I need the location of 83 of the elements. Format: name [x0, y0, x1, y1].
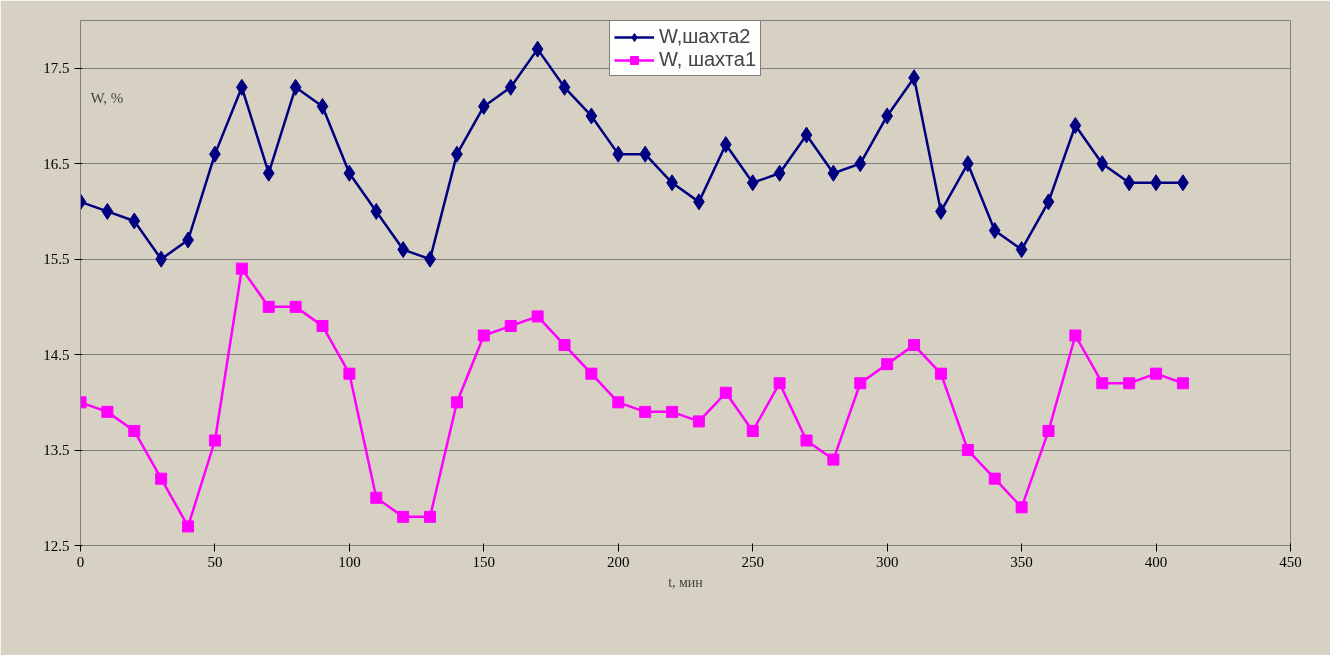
point: [262, 300, 275, 313]
point: [343, 164, 356, 182]
point: [1042, 424, 1055, 437]
x-tick-label: 150: [472, 553, 496, 570]
point: [128, 212, 141, 230]
point: [289, 300, 302, 313]
point: [558, 339, 571, 352]
x-tick-label: 350: [1010, 553, 1033, 570]
y-tick-label: 14.5: [43, 346, 70, 363]
x-axis-title: t, мин: [668, 574, 704, 590]
point: [827, 164, 840, 182]
x-tick-label: 300: [875, 553, 899, 570]
point: [881, 358, 894, 371]
point: [450, 396, 463, 409]
point: [746, 424, 759, 437]
point: [424, 510, 437, 523]
y-axis-title: W, %: [90, 89, 124, 106]
point: [128, 424, 141, 437]
point: [719, 386, 732, 399]
legend-label: W,шахта2: [658, 25, 751, 48]
x-tick-label: 450: [1279, 553, 1302, 570]
point: [854, 155, 867, 173]
point: [612, 145, 625, 163]
y-tick-label: 15.5: [43, 251, 70, 268]
point: [531, 310, 544, 323]
point: [1015, 501, 1028, 514]
point: [773, 377, 786, 390]
point: [639, 405, 652, 418]
point: [988, 222, 1001, 239]
point: [961, 444, 974, 457]
point: [692, 415, 705, 428]
point: [182, 520, 195, 533]
point: [1176, 377, 1189, 390]
point: [101, 202, 114, 220]
point: [746, 174, 759, 192]
point: [504, 319, 517, 332]
point: [370, 202, 383, 220]
point: [397, 510, 410, 523]
point: [773, 164, 786, 182]
y-tick-label: 16.5: [43, 155, 70, 172]
y-tick-label: 17.5: [43, 60, 70, 77]
point: [1096, 377, 1109, 390]
point: [504, 78, 517, 96]
point: [558, 78, 571, 96]
point: [1069, 117, 1082, 134]
point: [343, 367, 356, 380]
y-tick-label: 12.5: [43, 537, 70, 554]
point: [1015, 241, 1028, 259]
x-tick-label: 50: [207, 553, 223, 570]
point: [1123, 377, 1136, 390]
point: [988, 472, 1001, 485]
point: [908, 339, 921, 352]
point: [370, 491, 383, 504]
point: [1096, 155, 1109, 173]
x-tick-label: 100: [338, 553, 361, 570]
legend-label: W, шахта1: [658, 48, 757, 71]
point: [800, 434, 813, 447]
point: [477, 329, 490, 342]
point: [208, 434, 221, 447]
y-tick-label: 13.5: [43, 442, 70, 459]
point: [1042, 193, 1055, 211]
point: [262, 164, 275, 182]
point: [854, 377, 867, 390]
x-tick-label: 400: [1144, 553, 1168, 570]
point: [666, 405, 679, 418]
point: [101, 405, 114, 418]
x-tick-label: 0: [76, 553, 85, 570]
x-tick-label: 200: [607, 553, 630, 570]
point: [827, 453, 840, 466]
point: [155, 472, 168, 485]
point: [934, 367, 947, 380]
point: [800, 126, 813, 144]
point: [531, 40, 544, 58]
point: [235, 262, 248, 275]
point: [585, 367, 598, 380]
point: [1150, 367, 1163, 380]
point: [316, 319, 329, 332]
point: [612, 396, 625, 409]
point: [585, 107, 598, 125]
point: [316, 97, 329, 115]
x-tick-label: 250: [741, 553, 764, 570]
point: [1069, 329, 1082, 342]
point: [289, 78, 302, 96]
